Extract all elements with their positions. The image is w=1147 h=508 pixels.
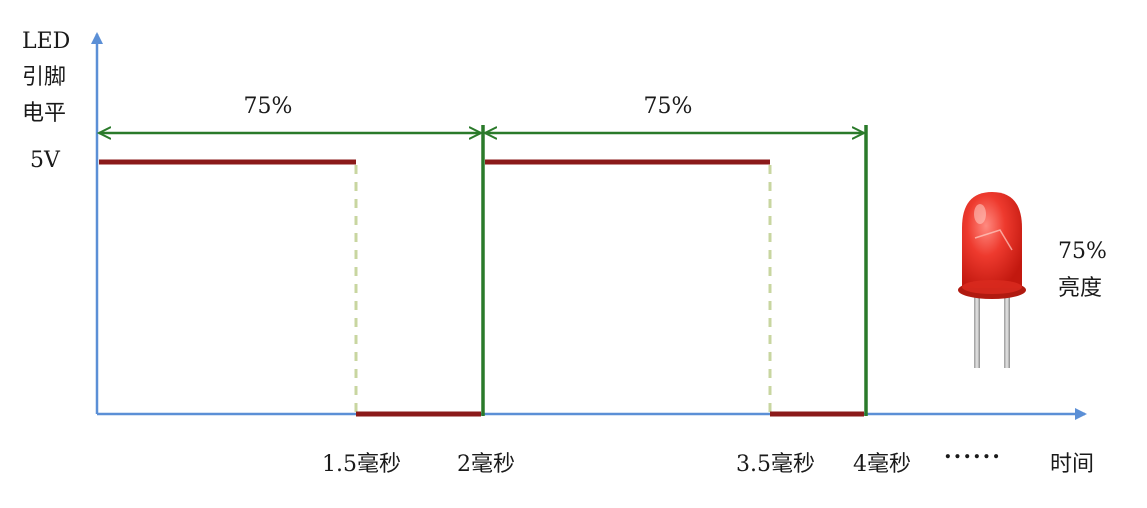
y-axis-label-line-2: 引脚 — [22, 65, 66, 90]
time-label-1-5ms: 1.5毫秒 — [322, 452, 401, 477]
time-label-3-5ms: 3.5毫秒 — [736, 452, 815, 477]
duty-label-2: 75% — [644, 94, 693, 119]
time-label-2ms: 2毫秒 — [457, 452, 515, 477]
x-axis-label: 时间 — [1050, 452, 1094, 477]
duty-label-1: 75% — [244, 94, 293, 119]
led-icon — [958, 192, 1026, 368]
y-axis-label-line-1: LED — [22, 29, 70, 54]
time-label-4ms: 4毫秒 — [853, 452, 911, 477]
voltage-label: 5V — [30, 148, 61, 173]
y-axis-label-line-3: 电平 — [22, 101, 66, 126]
brightness-label-text: 亮度 — [1058, 276, 1102, 301]
brightness-label-percent: 75% — [1058, 239, 1107, 264]
ellipsis: ...... — [944, 438, 1002, 464]
